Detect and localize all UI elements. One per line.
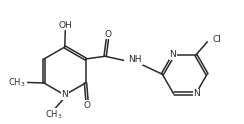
Text: NH: NH [129, 55, 142, 64]
Text: Cl: Cl [212, 35, 221, 44]
Text: N: N [170, 50, 176, 59]
Text: OH: OH [58, 21, 72, 30]
Text: CH$_3$: CH$_3$ [8, 76, 25, 89]
Text: N: N [193, 89, 200, 98]
Text: N: N [61, 91, 68, 99]
Text: CH$_3$: CH$_3$ [45, 108, 63, 121]
Text: O: O [104, 30, 111, 39]
Text: O: O [83, 101, 90, 110]
